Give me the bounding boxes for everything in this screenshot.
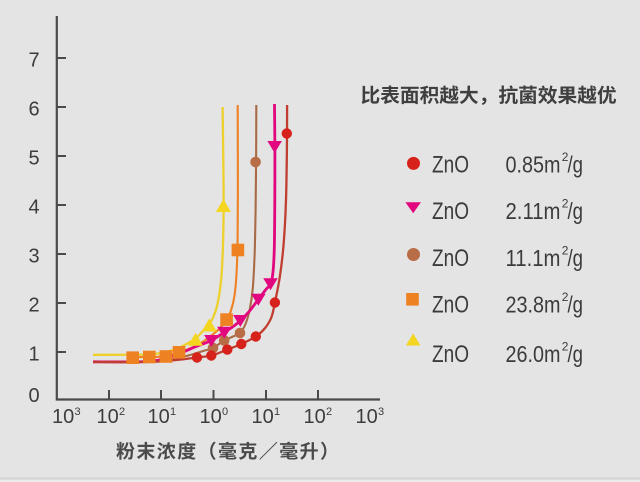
svg-text:ZnO: ZnO: [432, 198, 469, 225]
svg-text:5: 5: [28, 148, 39, 170]
svg-text:ZnO: ZnO: [432, 292, 469, 319]
svg-text:1: 1: [28, 344, 39, 366]
svg-text:/g: /g: [568, 198, 584, 224]
svg-text:ZnO: ZnO: [432, 341, 469, 368]
svg-text:1: 1: [170, 406, 176, 418]
svg-text:26.0m: 26.0m: [506, 341, 561, 367]
svg-text:23.8m: 23.8m: [506, 292, 561, 318]
svg-text:10: 10: [97, 406, 119, 428]
svg-text:2: 2: [119, 406, 125, 418]
svg-text:10: 10: [200, 406, 222, 428]
svg-text:10: 10: [52, 406, 74, 428]
svg-text:2: 2: [562, 197, 569, 211]
svg-text:6: 6: [28, 99, 39, 121]
svg-text:0: 0: [28, 385, 39, 407]
svg-text:7: 7: [28, 50, 39, 72]
svg-text:10: 10: [148, 406, 170, 428]
svg-text:11.1m: 11.1m: [506, 245, 561, 271]
svg-text:/g: /g: [568, 341, 584, 367]
svg-text:10: 10: [304, 406, 326, 428]
svg-text:2: 2: [562, 340, 569, 354]
svg-text:3: 3: [75, 406, 81, 418]
svg-text:2: 2: [562, 290, 569, 304]
svg-text:1: 1: [274, 406, 280, 418]
svg-text:2: 2: [562, 244, 569, 258]
svg-text:3: 3: [28, 246, 39, 268]
svg-text:2.11m: 2.11m: [506, 198, 561, 224]
svg-text:4: 4: [28, 197, 39, 219]
svg-text:3: 3: [378, 406, 384, 418]
svg-text:/g: /g: [568, 152, 584, 178]
svg-text:10: 10: [252, 406, 274, 428]
svg-text:2: 2: [28, 295, 39, 317]
svg-text:/g: /g: [568, 292, 584, 318]
svg-text:0.85m: 0.85m: [506, 152, 561, 178]
svg-text:10: 10: [356, 406, 378, 428]
svg-text:2: 2: [326, 406, 332, 418]
svg-text:/g: /g: [568, 245, 584, 271]
svg-text:0: 0: [222, 406, 228, 418]
svg-text:2: 2: [562, 150, 569, 164]
svg-text:ZnO: ZnO: [432, 152, 469, 179]
svg-text:ZnO: ZnO: [432, 245, 469, 272]
